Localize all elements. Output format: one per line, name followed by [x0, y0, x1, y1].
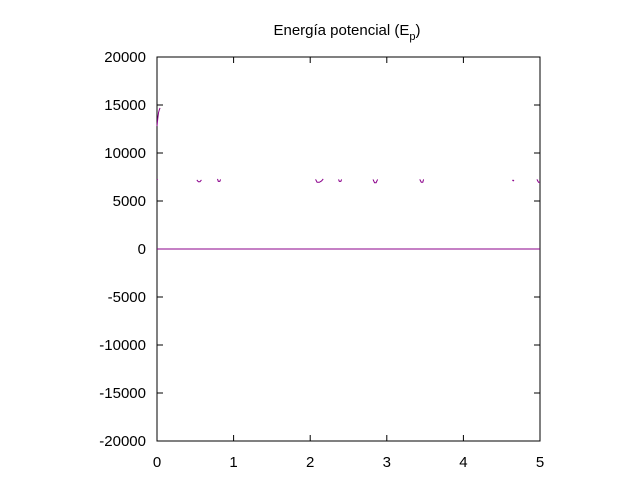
series-segment [217, 178, 222, 182]
chart-title: Energía potencial (Ep) [273, 22, 420, 43]
series-layer [156, 107, 540, 250]
x-tick-label: 0 [153, 454, 161, 471]
x-tick-label: 2 [306, 454, 314, 471]
chart-title-close: ) [416, 22, 421, 39]
series-segment [156, 107, 161, 127]
chart-title-main: Energía potencial (E [273, 22, 409, 39]
series-segment [372, 179, 379, 184]
y-tick-label: 5000 [113, 193, 146, 210]
series-segment [196, 179, 202, 183]
series-segment [338, 179, 343, 182]
y-tick-label: -20000 [99, 433, 146, 450]
chart-title-subscript: p [409, 31, 415, 43]
series-segment [419, 179, 425, 183]
x-tick-label: 4 [459, 454, 467, 471]
x-tick-label: 1 [229, 454, 237, 471]
y-tick-label: 20000 [104, 49, 146, 66]
y-tick-label: 15000 [104, 97, 146, 114]
y-tick-label: -10000 [99, 337, 146, 354]
x-tick-label: 3 [383, 454, 391, 471]
series-segment [536, 179, 540, 183]
y-tick-label: -15000 [99, 385, 146, 402]
series-segment [512, 179, 515, 182]
y-tick-label: 0 [138, 241, 146, 258]
tick-labels: 0 1 2 3 4 5 -20000 -15000 -10000 -5000 0 5000 10000 1… [99, 49, 544, 471]
x-tick-label: 5 [536, 454, 544, 471]
series-segment [315, 178, 324, 183]
y-tick-label: 10000 [104, 145, 146, 162]
y-tick-label: -5000 [108, 289, 146, 306]
